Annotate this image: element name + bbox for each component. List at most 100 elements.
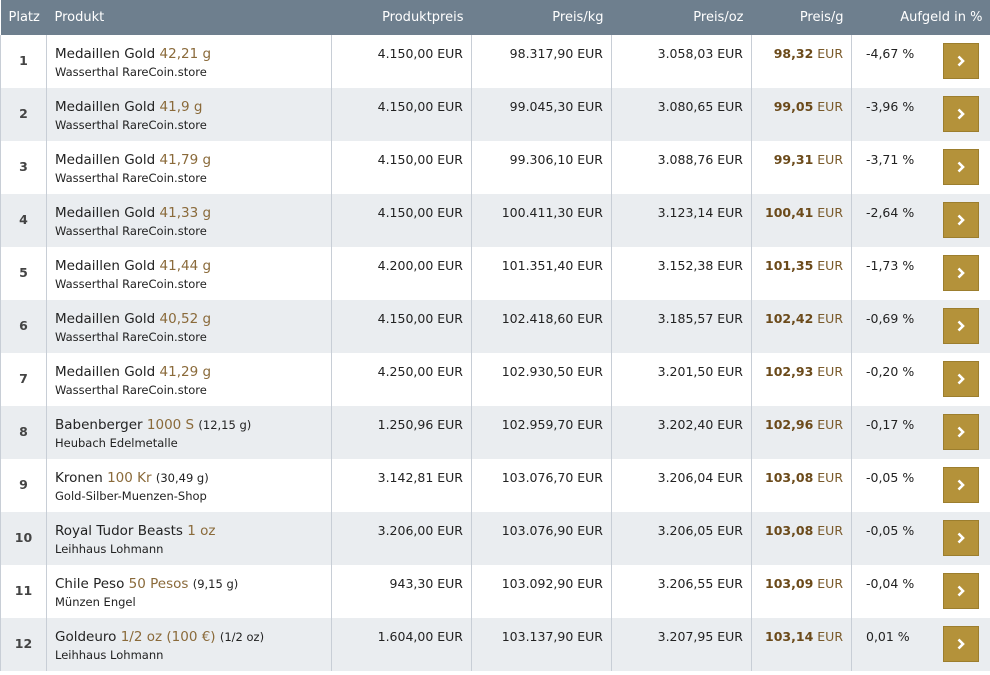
details-button[interactable] bbox=[942, 573, 979, 609]
price-per-g-value: 103,09 bbox=[765, 576, 814, 591]
aufgeld-value: -1,73 % bbox=[866, 258, 915, 273]
header-preis-oz[interactable]: Preis/oz bbox=[611, 0, 752, 35]
price-per-oz: 3.201,50 EUR bbox=[611, 353, 752, 406]
chevron-right-icon bbox=[957, 479, 965, 491]
shop-name[interactable]: Wasserthal RareCoin.store bbox=[55, 171, 207, 185]
product-name[interactable]: Medaillen Gold bbox=[55, 258, 156, 274]
product-price: 4.150,00 EUR bbox=[331, 300, 472, 353]
details-button[interactable] bbox=[942, 43, 979, 79]
chevron-right-icon bbox=[957, 267, 965, 279]
table-row: 5 Medaillen Gold 41,44 g Wasserthal Rare… bbox=[0, 247, 990, 300]
product-name[interactable]: Medaillen Gold bbox=[55, 364, 156, 380]
price-per-g-value: 101,35 bbox=[765, 258, 814, 273]
price-per-g-unit: EUR bbox=[817, 576, 843, 591]
aufgeld-cell: -4,67 % bbox=[851, 35, 990, 88]
product-cell: Medaillen Gold 41,9 g Wasserthal RareCoi… bbox=[46, 88, 332, 141]
rank: 7 bbox=[0, 353, 47, 406]
product-cell: Medaillen Gold 41,79 g Wasserthal RareCo… bbox=[46, 141, 332, 194]
shop-name[interactable]: Wasserthal RareCoin.store bbox=[55, 277, 207, 291]
product-name[interactable]: Medaillen Gold bbox=[55, 311, 156, 327]
price-per-g-value: 102,96 bbox=[765, 417, 814, 432]
rank: 6 bbox=[0, 300, 47, 353]
product-name[interactable]: Medaillen Gold bbox=[55, 205, 156, 221]
aufgeld-value: -0,04 % bbox=[866, 576, 915, 591]
shop-name[interactable]: Wasserthal RareCoin.store bbox=[55, 224, 207, 238]
shop-name[interactable]: Leihhaus Lohmann bbox=[55, 648, 164, 662]
product-weight: (9,15 g) bbox=[192, 577, 239, 591]
price-per-oz: 3.080,65 EUR bbox=[611, 88, 752, 141]
product-detail: 40,52 g bbox=[159, 311, 212, 327]
price-per-g: 102,42 EUR bbox=[751, 300, 852, 353]
product-detail: 1/2 oz (100 €) bbox=[120, 629, 216, 645]
shop-name[interactable]: Wasserthal RareCoin.store bbox=[55, 118, 207, 132]
header-platz[interactable]: Platz bbox=[0, 0, 47, 35]
price-per-oz: 3.206,04 EUR bbox=[611, 459, 752, 512]
price-per-g: 102,96 EUR bbox=[751, 406, 852, 459]
header-aufgeld[interactable]: Aufgeld in % bbox=[851, 0, 990, 35]
aufgeld-value: -0,05 % bbox=[866, 523, 915, 538]
shop-name[interactable]: Heubach Edelmetalle bbox=[55, 436, 178, 450]
shop-name[interactable]: Wasserthal RareCoin.store bbox=[55, 330, 207, 344]
aufgeld-cell: -0,05 % bbox=[851, 512, 990, 565]
product-name[interactable]: Kronen bbox=[55, 470, 103, 486]
product-detail: 42,21 g bbox=[159, 46, 212, 62]
product-price: 943,30 EUR bbox=[331, 565, 472, 618]
product-name[interactable]: Medaillen Gold bbox=[55, 46, 156, 62]
details-button[interactable] bbox=[942, 308, 979, 344]
price-per-g: 103,08 EUR bbox=[751, 512, 852, 565]
header-preis-g[interactable]: Preis/g bbox=[751, 0, 852, 35]
details-button[interactable] bbox=[942, 96, 979, 132]
product-price: 1.250,96 EUR bbox=[331, 406, 472, 459]
price-per-g-unit: EUR bbox=[817, 364, 843, 379]
rank: 2 bbox=[0, 88, 47, 141]
product-price: 3.142,81 EUR bbox=[331, 459, 472, 512]
product-price: 4.150,00 EUR bbox=[331, 194, 472, 247]
price-per-g-value: 102,93 bbox=[765, 364, 814, 379]
details-button[interactable] bbox=[942, 414, 979, 450]
details-button[interactable] bbox=[942, 467, 979, 503]
product-detail: 41,44 g bbox=[159, 258, 212, 274]
product-name[interactable]: Medaillen Gold bbox=[55, 152, 156, 168]
header-produkt[interactable]: Produkt bbox=[46, 0, 332, 35]
aufgeld-cell: -0,17 % bbox=[851, 406, 990, 459]
rank: 5 bbox=[0, 247, 47, 300]
details-button[interactable] bbox=[942, 255, 979, 291]
details-button[interactable] bbox=[942, 520, 979, 556]
product-name[interactable]: Babenberger bbox=[55, 417, 143, 433]
shop-name[interactable]: Wasserthal RareCoin.store bbox=[55, 65, 207, 79]
details-button[interactable] bbox=[942, 361, 979, 397]
rank: 8 bbox=[0, 406, 47, 459]
product-weight: (12,15 g) bbox=[198, 418, 252, 432]
shop-name[interactable]: Gold-Silber-Muenzen-Shop bbox=[55, 489, 207, 503]
product-price: 4.150,00 EUR bbox=[331, 88, 472, 141]
details-button[interactable] bbox=[942, 626, 979, 662]
product-price: 4.250,00 EUR bbox=[331, 353, 472, 406]
aufgeld-value: -3,96 % bbox=[866, 99, 915, 114]
price-per-kg: 102.930,50 EUR bbox=[471, 353, 612, 406]
shop-name[interactable]: Leihhaus Lohmann bbox=[55, 542, 164, 556]
details-button[interactable] bbox=[942, 202, 979, 238]
aufgeld-cell: 0,01 % bbox=[851, 618, 990, 671]
aufgeld-value: -0,20 % bbox=[866, 364, 915, 379]
price-per-g-unit: EUR bbox=[817, 470, 843, 485]
rank: 4 bbox=[0, 194, 47, 247]
header-preis-kg[interactable]: Preis/kg bbox=[471, 0, 612, 35]
product-name[interactable]: Medaillen Gold bbox=[55, 99, 156, 115]
price-per-kg: 99.306,10 EUR bbox=[471, 141, 612, 194]
chevron-right-icon bbox=[957, 108, 965, 120]
product-name[interactable]: Chile Peso bbox=[55, 576, 125, 592]
product-detail: 1000 S bbox=[146, 417, 195, 433]
price-per-g-value: 100,41 bbox=[765, 205, 814, 220]
chevron-right-icon bbox=[957, 532, 965, 544]
price-per-kg: 98.317,90 EUR bbox=[471, 35, 612, 88]
product-name[interactable]: Royal Tudor Beasts bbox=[55, 523, 183, 539]
shop-name[interactable]: Münzen Engel bbox=[55, 595, 136, 609]
price-per-oz: 3.206,05 EUR bbox=[611, 512, 752, 565]
header-produktpreis[interactable]: Produktpreis bbox=[331, 0, 472, 35]
product-name[interactable]: Goldeuro bbox=[55, 629, 117, 645]
chevron-right-icon bbox=[957, 585, 965, 597]
shop-name[interactable]: Wasserthal RareCoin.store bbox=[55, 383, 207, 397]
aufgeld-value: 0,01 % bbox=[866, 629, 910, 644]
details-button[interactable] bbox=[942, 149, 979, 185]
price-per-g: 99,05 EUR bbox=[751, 88, 852, 141]
